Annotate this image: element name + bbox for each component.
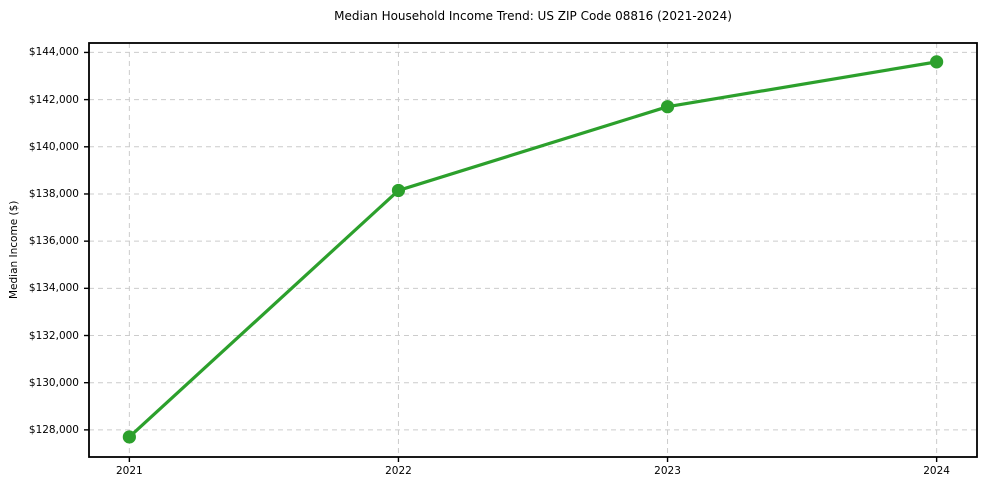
y-tick-label: $138,000 (28, 187, 79, 200)
plot-area (84, 42, 978, 462)
y-tick-label: $132,000 (28, 329, 79, 342)
chart-title: Median Household Income Trend: US ZIP Co… (334, 9, 732, 23)
data-point-2021 (122, 430, 136, 444)
y-tick-label: $136,000 (28, 235, 79, 248)
line-chart-svg (84, 42, 978, 462)
x-tick-label: 2023 (654, 465, 681, 477)
data-point-2024 (930, 55, 944, 69)
y-tick-label: $134,000 (28, 282, 79, 295)
y-tick-label: $142,000 (28, 93, 79, 106)
y-tick-label: $140,000 (28, 140, 79, 153)
plot-border (88, 42, 978, 458)
x-tick-label: 2024 (923, 465, 950, 477)
trend-line (127, 60, 939, 439)
y-tick-label: $130,000 (28, 376, 79, 389)
y-tick-label: $128,000 (28, 423, 79, 436)
data-point-2022 (391, 183, 406, 198)
y-tick-label: $144,000 (28, 46, 79, 59)
data-point-2023 (660, 100, 675, 114)
x-tick-label: 2022 (385, 465, 412, 477)
x-tick-label: 2021 (115, 465, 143, 477)
